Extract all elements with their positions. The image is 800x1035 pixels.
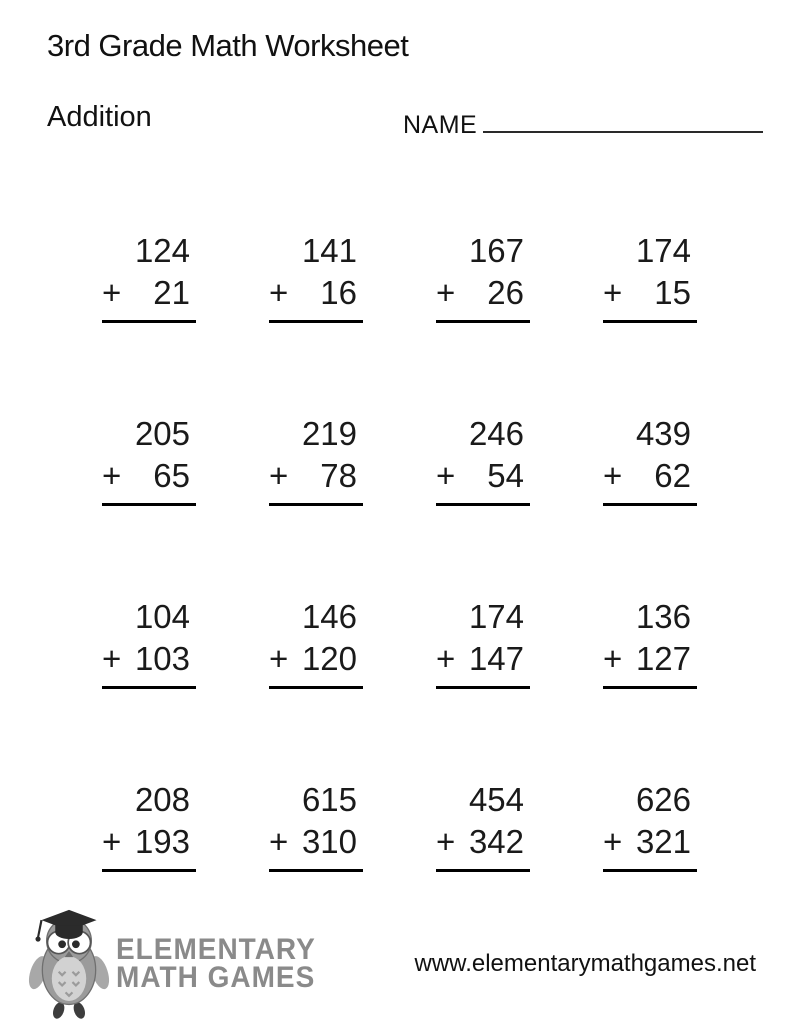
plus-operator: +	[603, 823, 623, 860]
operand-bottom-row: + 127	[603, 638, 697, 680]
addition-problem: 146 + 120	[269, 596, 363, 689]
operand-bottom: 16	[320, 274, 357, 311]
addition-problem: 174 + 15	[603, 230, 697, 323]
operand-top: 124	[134, 232, 190, 269]
operand-bottom: 62	[654, 457, 691, 494]
operand-bottom-row: + 120	[269, 638, 363, 680]
operand-top: 219	[301, 415, 357, 452]
plus-operator: +	[269, 640, 289, 677]
addition-problem: 454 + 342	[436, 779, 530, 872]
name-label: NAME	[403, 111, 478, 139]
logo-text: ELEMENTARY MATH GAMES	[116, 932, 316, 994]
worksheet-subtitle: Addition	[47, 101, 152, 133]
website-url: www.elementarymathgames.net	[414, 950, 756, 977]
addition-problem: 136 + 127	[603, 596, 697, 689]
operand-top: 246	[468, 415, 524, 452]
operand-bottom-row: + 65	[102, 455, 196, 497]
operand-bottom-row: + 26	[436, 272, 530, 314]
plus-operator: +	[436, 640, 456, 677]
operand-top: 174	[635, 232, 691, 269]
operand-top: 167	[468, 232, 524, 269]
operand-bottom: 78	[320, 457, 357, 494]
plus-operator: +	[269, 274, 289, 311]
plus-operator: +	[603, 274, 623, 311]
operand-bottom-row: + 16	[269, 272, 363, 314]
operand-bottom: 21	[153, 274, 190, 311]
logo-text-line1: ELEMENTARY	[116, 932, 316, 966]
site-logo: ELEMENTARY MATH GAMES	[26, 908, 316, 1020]
addition-problem: 208 + 193	[102, 779, 196, 872]
plus-operator: +	[102, 640, 122, 677]
plus-operator: +	[436, 274, 456, 311]
addition-problem: 205 + 65	[102, 413, 196, 506]
addition-problem: 124 + 21	[102, 230, 196, 323]
addition-problem: 615 + 310	[269, 779, 363, 872]
operand-bottom: 321	[635, 823, 691, 860]
operand-bottom-row: + 54	[436, 455, 530, 497]
operand-bottom: 310	[301, 823, 357, 860]
operand-top: 626	[635, 781, 691, 818]
plus-operator: +	[269, 457, 289, 494]
operand-bottom: 120	[301, 640, 357, 677]
operand-bottom: 54	[487, 457, 524, 494]
operand-bottom: 342	[468, 823, 524, 860]
name-blank-line	[483, 107, 764, 133]
addition-problem: 439 + 62	[603, 413, 697, 506]
operand-top: 615	[301, 781, 357, 818]
operand-top: 208	[134, 781, 190, 818]
operand-top: 439	[635, 415, 691, 452]
addition-problem: 219 + 78	[269, 413, 363, 506]
operand-bottom: 193	[134, 823, 190, 860]
operand-bottom-row: + 78	[269, 455, 363, 497]
operand-top: 454	[468, 781, 524, 818]
operand-bottom-row: + 103	[102, 638, 196, 680]
plus-operator: +	[436, 823, 456, 860]
addition-problem: 246 + 54	[436, 413, 530, 506]
operand-bottom-row: + 310	[269, 821, 363, 863]
addition-problem: 104 + 103	[102, 596, 196, 689]
addition-problem: 141 + 16	[269, 230, 363, 323]
page-title: 3rd Grade Math Worksheet	[47, 28, 409, 63]
operand-top: 104	[134, 598, 190, 635]
operand-bottom-row: + 342	[436, 821, 530, 863]
operand-top: 174	[468, 598, 524, 635]
operand-top: 205	[134, 415, 190, 452]
plus-operator: +	[102, 823, 122, 860]
operand-bottom-row: + 62	[603, 455, 697, 497]
operand-bottom: 15	[654, 274, 691, 311]
operand-bottom-row: + 21	[102, 272, 196, 314]
operand-bottom-row: + 321	[603, 821, 697, 863]
operand-bottom-row: + 15	[603, 272, 697, 314]
operand-top: 141	[301, 232, 357, 269]
plus-operator: +	[269, 823, 289, 860]
owl-graduate-icon	[28, 909, 110, 1019]
operand-bottom-row: + 193	[102, 821, 196, 863]
plus-operator: +	[102, 457, 122, 494]
operand-bottom: 103	[134, 640, 190, 677]
addition-problem: 626 + 321	[603, 779, 697, 872]
operand-bottom: 127	[635, 640, 691, 677]
plus-operator: +	[102, 274, 122, 311]
operand-bottom: 147	[468, 640, 524, 677]
plus-operator: +	[603, 640, 623, 677]
name-block: NAME	[403, 107, 764, 140]
operand-bottom-row: + 147	[436, 638, 530, 680]
logo-text-line2: MATH GAMES	[116, 960, 316, 994]
operand-top: 146	[301, 598, 357, 635]
addition-problem: 167 + 26	[436, 230, 530, 323]
plus-operator: +	[436, 457, 456, 494]
operand-bottom: 26	[487, 274, 524, 311]
operand-bottom: 65	[153, 457, 190, 494]
addition-problem: 174 + 147	[436, 596, 530, 689]
operand-top: 136	[635, 598, 691, 635]
plus-operator: +	[603, 457, 623, 494]
problems-grid: 124 + 21 141 + 16 167 + 26 174 + 15 205 …	[102, 230, 697, 872]
